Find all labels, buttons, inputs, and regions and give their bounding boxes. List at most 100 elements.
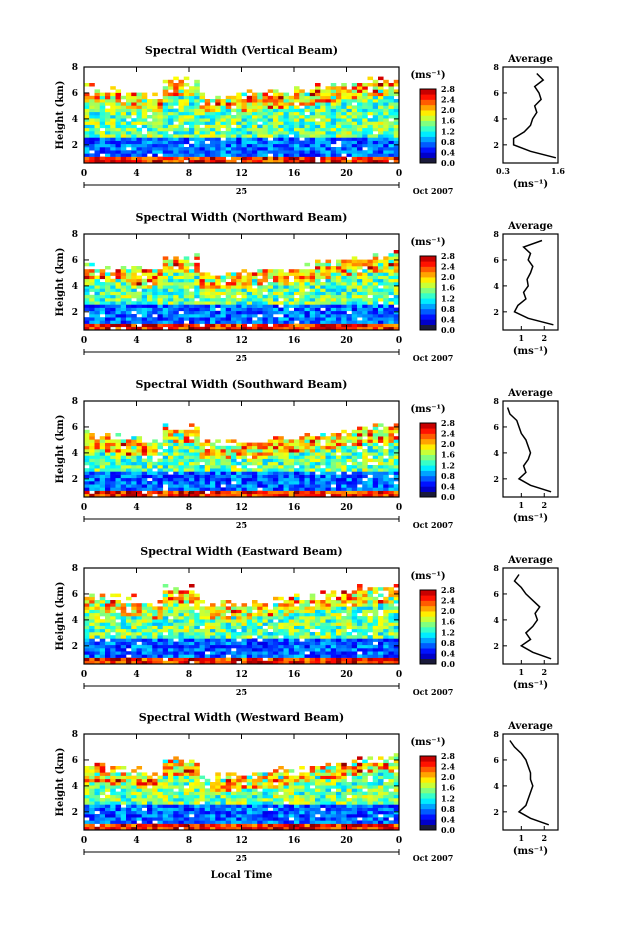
heatmap-cell (94, 320, 101, 324)
heatmap-cell (367, 317, 374, 321)
heatmap-cell (246, 137, 253, 141)
heatmap-cell (162, 92, 169, 97)
heatmap-cell (204, 134, 211, 138)
heatmap-cell (294, 285, 300, 289)
heatmap-cell (99, 102, 106, 106)
heatmap-cell (141, 323, 148, 328)
heatmap-cell (309, 156, 316, 161)
heatmap-cell (299, 657, 305, 662)
heatmap-cell (288, 612, 295, 617)
heatmap-cell (372, 619, 379, 623)
heatmap-cell (330, 487, 337, 491)
colorbar-swatch (420, 449, 436, 456)
heatmap-cell (252, 304, 258, 308)
heatmap-cell (84, 121, 90, 125)
heatmap-cell (273, 455, 279, 459)
heatmap-cell (194, 320, 200, 324)
heatmap-cell (288, 622, 295, 626)
heatmap-cell (304, 641, 311, 646)
heatmap-cell (367, 108, 374, 113)
heatmap-cell (283, 137, 290, 141)
heatmap-cell (84, 294, 90, 299)
heatmap-cell (136, 461, 143, 466)
heatmap-cell (299, 102, 305, 106)
heatmap-cell (362, 439, 368, 443)
heatmap-cell (204, 455, 211, 459)
heatmap-cell (89, 147, 95, 151)
heatmap-cell (173, 143, 179, 148)
heatmap-cell (357, 584, 363, 588)
heatmap-cell (388, 638, 395, 642)
heatmap-cell (141, 465, 148, 469)
heatmap-cell (367, 278, 374, 283)
heatmap-cell (330, 278, 337, 283)
heatmap-cell (372, 156, 379, 161)
heatmap-cell (168, 644, 174, 649)
heatmap-cell (304, 493, 311, 498)
heatmap-cell (126, 641, 132, 646)
heatmap-cell (346, 272, 353, 276)
heatmap-cell (330, 612, 337, 617)
heatmap-cell (231, 143, 237, 148)
heatmap-cell (210, 641, 216, 646)
heatmap-cell (309, 102, 316, 106)
heatmap-cell (393, 449, 400, 453)
heatmap-cell (383, 143, 389, 148)
heatmap-cell (378, 99, 384, 103)
heatmap-cell (357, 272, 363, 276)
heatmap-cell (304, 628, 311, 633)
heatmap-cell (315, 609, 321, 614)
heatmap-cell (89, 127, 95, 132)
colorbar-unit: (ms⁻¹) (410, 70, 445, 81)
heatmap-cell (336, 436, 342, 440)
heatmap-cell (294, 449, 300, 453)
heatmap-cell (288, 465, 295, 469)
heatmap-cell (383, 124, 389, 129)
heatmap-cell (283, 285, 290, 289)
heatmap-cell (236, 490, 242, 495)
heatmap-cell (372, 445, 379, 450)
heatmap-cell (189, 127, 195, 132)
heatmap-cell (162, 310, 169, 315)
heatmap-cell (157, 644, 164, 649)
heatmap-cell (241, 310, 248, 315)
heatmap-cell (330, 294, 337, 299)
heatmap-cell (178, 153, 185, 157)
heatmap-cell (346, 609, 353, 614)
heatmap-cell (315, 619, 321, 623)
heatmap-cell (299, 439, 305, 443)
y-tick-label: 4 (72, 449, 78, 459)
heatmap-cell (120, 638, 127, 642)
heatmap-cell (120, 622, 127, 626)
heatmap-cell (178, 115, 185, 119)
heatmap-cell (162, 320, 169, 324)
heatmap-cell (99, 124, 106, 129)
heatmap-cell (388, 433, 395, 437)
heatmap-cell (278, 124, 284, 129)
heatmap-cell (288, 651, 295, 655)
heatmap-cell (157, 632, 164, 636)
heatmap-cell (393, 317, 400, 321)
heatmap-cell (231, 153, 237, 157)
heatmap-cell (304, 115, 311, 119)
heatmap-cell (252, 616, 258, 620)
heatmap-cell (105, 445, 111, 450)
heatmap-cell (383, 121, 389, 125)
heatmap-cell (105, 484, 111, 488)
heatmap-cell (115, 638, 122, 642)
heatmap-cell (147, 616, 153, 620)
heatmap-cell (199, 600, 206, 604)
heatmap-cell (89, 625, 95, 630)
heatmap-cell (152, 294, 158, 299)
heatmap-cell (110, 609, 116, 614)
heatmap-cell (372, 474, 379, 479)
heatmap-cell (162, 426, 169, 431)
heatmap-cell (94, 118, 101, 122)
heatmap-cell (325, 323, 332, 328)
heatmap-cell (273, 596, 279, 601)
heatmap-cell (215, 115, 221, 119)
heatmap-cell (383, 304, 389, 308)
heatmap-cell (99, 638, 106, 642)
heatmap-cell (173, 278, 179, 283)
heatmap-cell (299, 314, 305, 318)
